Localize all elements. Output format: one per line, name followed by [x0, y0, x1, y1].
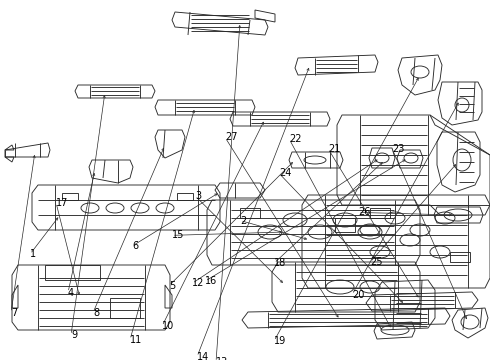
Text: 12: 12: [192, 279, 204, 288]
Text: 15: 15: [172, 230, 184, 240]
Text: 22: 22: [289, 134, 301, 144]
Text: 7: 7: [11, 308, 17, 318]
Text: 13: 13: [216, 357, 228, 360]
Text: 18: 18: [274, 258, 286, 268]
Text: 3: 3: [195, 191, 201, 201]
Text: 24: 24: [279, 168, 292, 178]
Text: 27: 27: [225, 132, 238, 142]
Text: 9: 9: [71, 330, 77, 340]
Text: 10: 10: [162, 321, 174, 331]
Text: 11: 11: [130, 335, 142, 345]
Text: 2: 2: [240, 216, 246, 225]
Text: 17: 17: [56, 198, 69, 207]
Text: 20: 20: [352, 290, 365, 300]
Text: 14: 14: [197, 352, 209, 360]
Text: 8: 8: [93, 308, 99, 318]
Text: 19: 19: [274, 336, 286, 346]
Text: 16: 16: [205, 276, 217, 286]
Text: 21: 21: [328, 144, 341, 153]
Text: 5: 5: [169, 281, 175, 291]
Text: 26: 26: [358, 207, 370, 217]
Text: 23: 23: [392, 144, 404, 153]
Text: 25: 25: [370, 257, 383, 267]
Text: 4: 4: [68, 288, 74, 297]
Text: 6: 6: [132, 241, 138, 251]
Text: 1: 1: [30, 249, 36, 259]
